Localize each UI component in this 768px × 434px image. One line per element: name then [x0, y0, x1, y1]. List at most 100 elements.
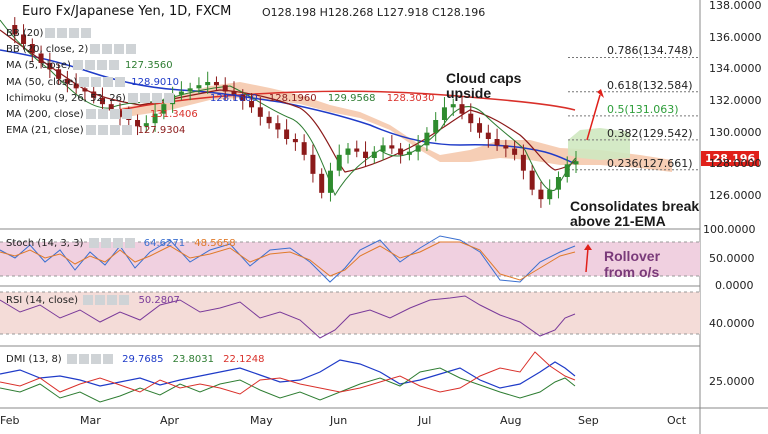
settings-icon[interactable]	[112, 238, 123, 248]
candle-body	[187, 88, 193, 92]
candle-body	[64, 78, 70, 84]
candle-body	[117, 110, 123, 117]
fib-label: 0.5(131.063)	[607, 102, 679, 116]
candle-body	[459, 104, 465, 114]
settings-icon[interactable]	[57, 28, 68, 38]
settings-icon[interactable]	[107, 295, 118, 305]
rsi-line	[0, 295, 576, 339]
settings-icon[interactable]	[127, 93, 138, 103]
rsi-legend: RSI (14, close) 50.2807	[6, 295, 180, 306]
settings-icon[interactable]	[121, 109, 132, 119]
ohlc-open: O128.198	[262, 6, 317, 19]
y-axis-tick: 130.0000	[709, 125, 762, 139]
dmi-minus-line	[0, 351, 576, 395]
legend-label: MA (200, close)	[6, 109, 84, 120]
fib-label: 0.786(134.748)	[607, 44, 693, 58]
candle-body	[249, 101, 255, 108]
legend-item: BB (20, close, 2)	[6, 44, 137, 55]
settings-icon[interactable]	[95, 295, 106, 305]
x-axis-tick: Apr	[160, 414, 180, 427]
candle-body	[336, 154, 342, 171]
ma200-value-text: 131.3406	[150, 109, 198, 120]
chart-title: Euro Fx/Japanese Yen, 1D, FXCM	[22, 4, 231, 19]
upside-arrow-main	[586, 94, 601, 141]
legend-item: BB (20)	[6, 28, 92, 39]
settings-icon[interactable]	[163, 93, 174, 103]
candle-body	[564, 164, 570, 177]
settings-icon[interactable]	[102, 44, 113, 54]
stoch-d-value: 48.5658	[194, 238, 236, 249]
x-axis-tick: Jun	[330, 414, 348, 427]
ohlc-readout: O128.198 H128.268 L127.918 C128.196	[262, 6, 485, 19]
legend-item: MA (5, close) 127.3560	[6, 60, 173, 71]
settings-icon[interactable]	[96, 60, 107, 70]
settings-icon[interactable]	[45, 28, 56, 38]
settings-icon[interactable]	[97, 109, 108, 119]
legend-value: 127.3560	[124, 60, 173, 71]
candles	[12, 17, 579, 208]
candle-body	[555, 177, 561, 190]
upside-arrowhead-stoch	[584, 244, 592, 250]
x-axis-tick: Feb	[0, 414, 20, 427]
settings-icon[interactable]	[81, 28, 92, 38]
annotation-consolidates-line2: above 21-EMA	[570, 213, 666, 229]
x-axis-tick: Mar	[80, 414, 101, 427]
ichimoku-value-4: 128.3030	[386, 93, 435, 104]
settings-icon[interactable]	[109, 109, 120, 119]
settings-icon[interactable]	[79, 77, 90, 87]
legend-label: BB (20)	[6, 28, 44, 39]
settings-icon[interactable]	[90, 354, 101, 364]
settings-icon[interactable]	[83, 295, 94, 305]
settings-icon[interactable]	[121, 125, 132, 135]
y-axis-tick: 134.0000	[709, 62, 762, 76]
settings-icon[interactable]	[151, 93, 162, 103]
y-axis-tick: 138.0000	[709, 0, 762, 12]
settings-icon[interactable]	[114, 44, 125, 54]
candle-body	[47, 63, 53, 70]
settings-icon[interactable]	[126, 44, 137, 54]
candle-body	[275, 123, 281, 130]
candle-body	[477, 123, 483, 133]
candle-body	[573, 161, 579, 165]
settings-icon[interactable]	[119, 295, 130, 305]
settings-icon[interactable]	[108, 60, 119, 70]
candle-body	[99, 97, 105, 105]
upside-arrow-stoch	[585, 247, 589, 273]
dmi-plus-line	[0, 359, 576, 389]
settings-icon[interactable]	[84, 60, 95, 70]
y-axis-tick: 126.0000	[709, 189, 762, 202]
settings-icon[interactable]	[139, 93, 150, 103]
ma200-line	[119, 90, 576, 111]
settings-icon[interactable]	[85, 109, 96, 119]
ichimoku-cloud-bull	[568, 128, 630, 160]
settings-icon[interactable]	[109, 125, 120, 135]
settings-icon[interactable]	[78, 354, 89, 364]
settings-icon[interactable]	[66, 354, 77, 364]
rsi-value: 50.2807	[138, 295, 180, 306]
candle-body	[108, 104, 114, 111]
settings-icon[interactable]	[90, 44, 101, 54]
settings-icon[interactable]	[72, 60, 83, 70]
legend-label: MA (5, close)	[6, 60, 71, 71]
settings-icon[interactable]	[88, 238, 99, 248]
ichimoku-value-3: 129.9568	[327, 93, 376, 104]
settings-icon[interactable]	[102, 354, 113, 364]
settings-icon[interactable]	[103, 77, 114, 87]
candle-body	[345, 148, 351, 155]
ichimoku-value-2: 128.1960	[268, 93, 317, 104]
settings-icon[interactable]	[124, 238, 135, 248]
rsi-axis-40-label: 40.0000	[709, 317, 755, 330]
settings-icon[interactable]	[69, 28, 80, 38]
settings-icon[interactable]	[91, 77, 102, 87]
candle-body	[21, 34, 27, 44]
settings-icon[interactable]	[85, 125, 96, 135]
annotation-cloud-caps-line2: upside	[446, 85, 492, 101]
legend-label: MA (50, close)	[6, 77, 78, 88]
stoch-label: Stoch (14, 3, 3)	[6, 238, 84, 249]
settings-icon[interactable]	[100, 238, 111, 248]
settings-icon[interactable]	[97, 125, 108, 135]
settings-icon[interactable]	[115, 77, 126, 87]
candle-body	[406, 151, 412, 155]
legend-item: EMA (21, close) 127.9304	[6, 125, 185, 136]
y-axis-tick: 136.0000	[709, 30, 762, 44]
